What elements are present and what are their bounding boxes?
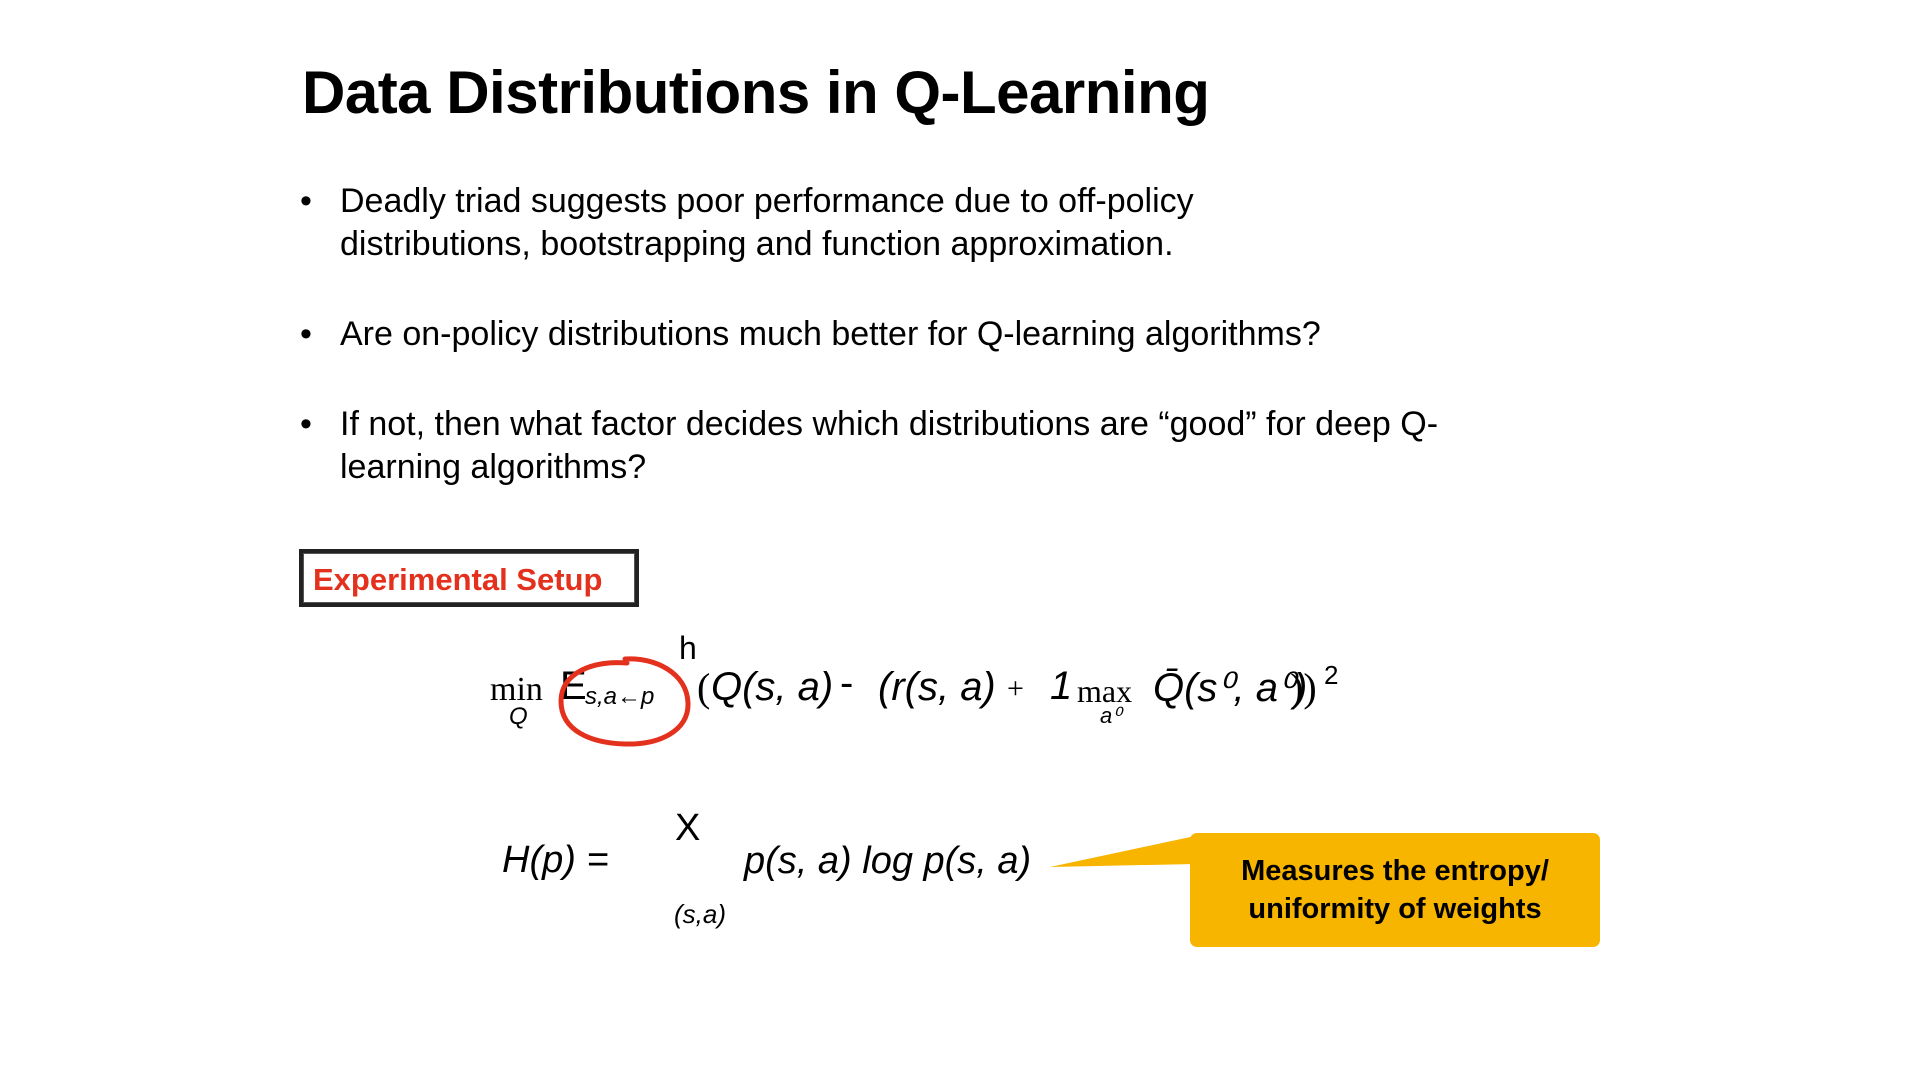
eq-target-term: (r(s, a) [878,665,996,709]
eq-close-parens: )) [1290,665,1317,710]
bullet-dot-icon: • [300,315,312,353]
bullet-item: • Deadly triad suggests poor performance… [300,180,1600,266]
eq-min: min [490,671,543,708]
eq-expectation-subscript: s,a←p [585,683,655,710]
eq-sum-subscript: (s,a) [674,899,726,929]
callout-pointer-icon [1050,836,1195,867]
eq-max-subscript: a⁰ [1100,703,1122,728]
experimental-setup-label: Experimental Setup [313,562,603,597]
eq-q-term: Q(s, a) [711,665,834,709]
bullet-line: Are on-policy distributions much better … [340,315,1321,353]
eq-entropy-rhs: p(s, a) log p(s, a) [744,840,1032,882]
bullet-line: Deadly triad suggests poor performance d… [340,182,1194,220]
bullet-dot-icon: • [300,405,312,443]
red-circle-annotation [558,656,691,747]
callout-line: Measures the entropy/ [1241,855,1549,887]
eq-max: max [1077,673,1133,709]
eq-entropy-lhs: H(p) = [502,839,609,881]
bullet-line: learning algorithms? [340,448,647,486]
bullet-list: • Deadly triad suggests poor performance… [300,180,1600,536]
bullet-item: • Are on-policy distributions much bette… [300,313,1600,356]
bullet-item: • If not, then what factor decides which… [300,403,1600,489]
eq-min-subscript: Q [509,703,528,730]
bullet-line: distributions, bootstrapping and functio… [340,225,1174,263]
bullet-line: If not, then what factor decides which d… [340,405,1439,443]
eq-qbar-term: Q̄(s⁰, a⁰) [1153,666,1308,710]
eq-power: 2 [1324,660,1339,690]
eq-bracket-h: h [679,630,697,666]
entropy-callout: Measures the entropy/ uniformity of weig… [1190,833,1600,947]
eq-sum-symbol: X [675,807,701,849]
bullet-dot-icon: • [300,182,312,220]
callout-line: uniformity of weights [1248,893,1542,925]
eq-open-paren: ( [697,665,711,710]
slide-title: Data Distributions in Q-Learning [302,59,1210,126]
eq-minus: - [840,661,854,705]
experimental-setup-box: Experimental Setup [299,549,639,607]
eq-plus: + [1007,672,1024,705]
eq-gamma: 1 [1050,664,1073,708]
